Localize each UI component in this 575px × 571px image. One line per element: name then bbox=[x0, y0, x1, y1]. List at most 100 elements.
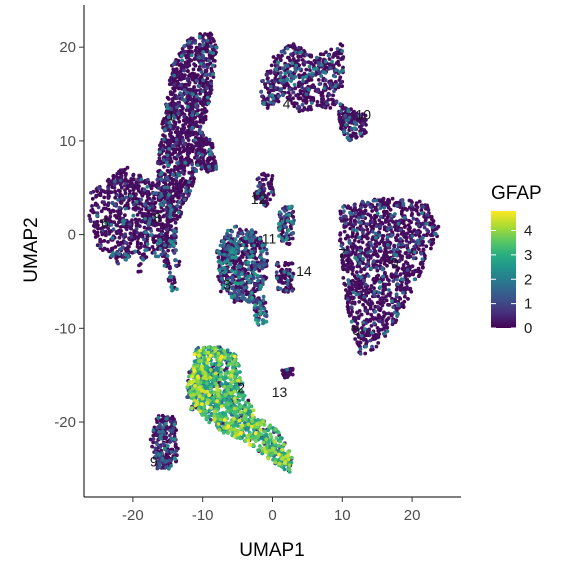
cell-point bbox=[360, 127, 364, 131]
cell-point bbox=[301, 79, 305, 83]
cell-point bbox=[175, 217, 179, 221]
cell-point bbox=[179, 91, 183, 95]
cell-point bbox=[390, 214, 394, 218]
cell-point bbox=[179, 166, 183, 170]
cell-point bbox=[168, 267, 172, 271]
cell-point bbox=[409, 220, 413, 224]
cell-point bbox=[169, 189, 173, 193]
cell-point bbox=[174, 179, 178, 183]
cell-point bbox=[198, 65, 202, 69]
cell-point bbox=[201, 43, 205, 47]
cell-point bbox=[202, 65, 206, 69]
cell-point bbox=[196, 156, 200, 160]
cell-point bbox=[398, 273, 402, 277]
cell-point bbox=[119, 183, 123, 187]
cell-point bbox=[338, 75, 342, 79]
cell-point bbox=[192, 99, 196, 103]
cell-point bbox=[369, 241, 373, 245]
cell-point bbox=[334, 51, 338, 55]
cell-point bbox=[93, 225, 97, 229]
cell-point bbox=[342, 215, 346, 219]
cell-point bbox=[192, 177, 196, 181]
cell-point bbox=[102, 196, 106, 200]
cell-point bbox=[372, 260, 376, 264]
cell-point bbox=[417, 213, 421, 217]
cell-point bbox=[156, 426, 160, 430]
cell-point bbox=[288, 262, 292, 266]
cell-point bbox=[365, 318, 369, 322]
cell-point bbox=[391, 279, 395, 283]
cell-point bbox=[166, 154, 170, 158]
cell-point bbox=[368, 298, 372, 302]
cell-point bbox=[165, 234, 169, 238]
cell-point bbox=[309, 105, 313, 109]
cell-point bbox=[349, 220, 353, 224]
cell-point bbox=[142, 192, 146, 196]
cell-point bbox=[111, 201, 115, 205]
cell-point bbox=[364, 248, 368, 252]
cell-point bbox=[186, 69, 190, 73]
cell-point bbox=[111, 209, 115, 213]
cell-point bbox=[178, 187, 182, 191]
cell-point bbox=[387, 219, 391, 223]
cell-point bbox=[177, 184, 181, 188]
cell-point bbox=[103, 190, 107, 194]
cell-point bbox=[415, 231, 419, 235]
cell-point bbox=[421, 257, 425, 261]
cell-point bbox=[177, 200, 181, 204]
cell-point bbox=[198, 97, 202, 101]
cell-point bbox=[187, 194, 191, 198]
cell-point bbox=[210, 142, 214, 146]
cell-point bbox=[190, 113, 194, 117]
cell-point bbox=[344, 222, 348, 226]
cell-point bbox=[138, 174, 142, 178]
cell-point bbox=[117, 220, 121, 224]
cell-point bbox=[171, 173, 175, 177]
cell-point bbox=[162, 442, 166, 446]
cell-point bbox=[134, 208, 138, 212]
cell-point bbox=[156, 177, 160, 181]
cell-point bbox=[342, 209, 346, 213]
cell-point bbox=[353, 219, 357, 223]
cell-point bbox=[225, 232, 229, 236]
cell-point bbox=[124, 177, 128, 181]
cell-point bbox=[162, 138, 166, 142]
cell-point bbox=[147, 206, 151, 210]
cell-point bbox=[265, 252, 269, 256]
cell-point bbox=[170, 135, 174, 139]
cell-point bbox=[161, 147, 165, 151]
cell-point bbox=[172, 83, 176, 87]
cell-point bbox=[129, 235, 133, 239]
cell-point bbox=[179, 83, 183, 87]
cell-point bbox=[357, 216, 361, 220]
cell-point bbox=[182, 115, 186, 119]
cell-point bbox=[346, 204, 350, 208]
cell-point bbox=[160, 232, 164, 236]
cell-point bbox=[120, 174, 124, 178]
cell-point bbox=[267, 182, 271, 186]
cell-point bbox=[375, 208, 379, 212]
cell-point bbox=[397, 243, 401, 247]
cell-point bbox=[380, 328, 384, 332]
cell-point bbox=[119, 247, 123, 251]
cell-point bbox=[196, 144, 200, 148]
cell-point bbox=[116, 193, 120, 197]
cell-point bbox=[152, 428, 156, 432]
cell-point bbox=[123, 213, 127, 217]
cell-point bbox=[379, 297, 383, 301]
cell-point bbox=[160, 253, 164, 257]
cell-point bbox=[295, 102, 299, 106]
cell-point bbox=[425, 233, 429, 237]
cell-point bbox=[184, 83, 188, 87]
cell-point bbox=[405, 236, 409, 240]
cell-point bbox=[151, 192, 155, 196]
cell-point bbox=[392, 244, 396, 248]
cell-point bbox=[359, 347, 363, 351]
cell-point bbox=[419, 252, 423, 256]
cell-point bbox=[174, 69, 178, 73]
cell-point bbox=[133, 236, 137, 240]
cell-point bbox=[330, 98, 334, 102]
cell-point bbox=[139, 270, 143, 274]
cell-point bbox=[291, 231, 295, 235]
